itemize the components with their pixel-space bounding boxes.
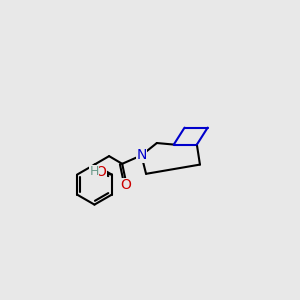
- Text: N: N: [136, 148, 147, 162]
- Text: H: H: [89, 165, 99, 178]
- Text: O: O: [121, 178, 131, 192]
- Text: O: O: [96, 165, 106, 179]
